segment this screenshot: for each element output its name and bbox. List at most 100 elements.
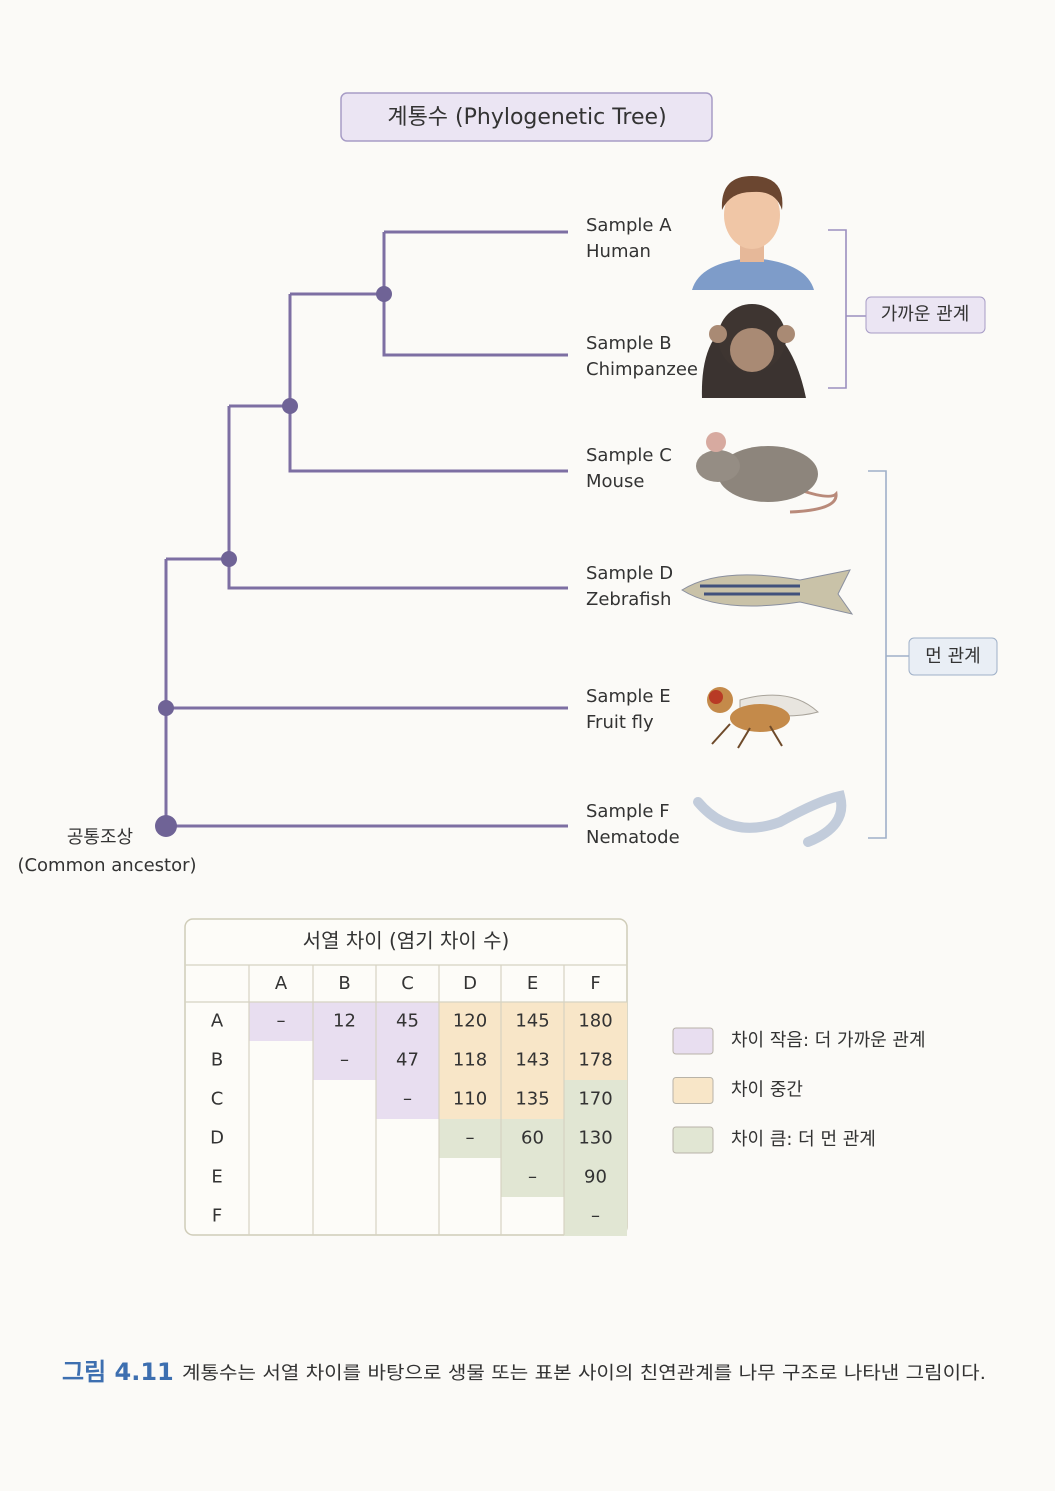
table-cell-bg (564, 1158, 627, 1197)
leaf-name: Nematode (586, 827, 680, 848)
table-cell-bg (313, 1002, 376, 1041)
column-header: A (275, 973, 288, 994)
close-bracket (828, 229, 866, 389)
tree (155, 230, 568, 837)
table-cell: – (528, 1167, 537, 1188)
legend-swatch (672, 1126, 714, 1154)
leaf-sample: Sample E (586, 686, 671, 707)
illustrations (681, 176, 854, 847)
table-cell-bg (501, 1002, 564, 1041)
table-cell: – (277, 1011, 286, 1032)
row-header: A (211, 1011, 224, 1032)
table-cell: 90 (584, 1167, 607, 1188)
leaf-name: Chimpanzee (586, 359, 698, 380)
table-cell-bg (501, 1119, 564, 1158)
tree-edges (164, 230, 568, 828)
table-cell: 60 (521, 1128, 544, 1149)
leaf-sample: Sample D (586, 563, 673, 584)
node (376, 286, 392, 302)
caption-label: 그림 4.11 (62, 1358, 174, 1386)
table-cell-bg (501, 1080, 564, 1119)
row-header: D (210, 1128, 224, 1149)
legend-swatch (672, 1077, 714, 1104)
table-cell-bg (564, 1119, 627, 1158)
table-cell-bg (439, 1041, 501, 1080)
group-label: 먼 관계 (925, 646, 980, 667)
table-cell-bg (501, 1041, 564, 1080)
legend-swatch (672, 1027, 714, 1055)
column-header: D (463, 973, 477, 994)
table-cell-bg (501, 1158, 564, 1197)
root-node (155, 815, 177, 837)
far-group-box (908, 637, 998, 676)
leaf-sample: Sample B (586, 333, 672, 354)
table-cell: 12 (333, 1011, 356, 1032)
column-header: C (401, 973, 414, 994)
legend-label: 차이 큼: 더 먼 관계 (731, 1129, 876, 1150)
close-group-box (865, 296, 986, 334)
table-cell: 180 (578, 1011, 612, 1032)
table-cell-bg (439, 1080, 501, 1119)
table-cell-bg (313, 1041, 376, 1080)
column-header: E (527, 973, 538, 994)
table-cell: 145 (515, 1011, 549, 1032)
table-cell: 120 (453, 1011, 487, 1032)
row-header: C (211, 1089, 224, 1110)
node (221, 551, 237, 567)
title-box (340, 92, 713, 142)
title: 계통수 (Phylogenetic Tree) (387, 105, 666, 130)
table-cell: – (340, 1050, 349, 1071)
table-cell: 47 (396, 1050, 419, 1071)
legend-label: 차이 중간 (731, 1080, 803, 1101)
leaf-sample: Sample F (586, 801, 670, 822)
table-cell: 130 (578, 1128, 612, 1149)
fruit-fly (707, 687, 819, 749)
table-cell: – (403, 1089, 412, 1110)
table-cell-bg (564, 1080, 627, 1119)
table-cell-bg (439, 1002, 501, 1041)
table-cell-bg (376, 1002, 439, 1041)
root-label: 공통조상 (67, 827, 133, 848)
table-cell-bg (376, 1080, 439, 1119)
human (692, 176, 814, 290)
leaf-name: Human (586, 241, 651, 262)
far-bracket (868, 470, 909, 839)
table-cell: 110 (453, 1089, 487, 1110)
table-cell: 135 (515, 1089, 549, 1110)
leaf-name: Fruit fly (586, 712, 654, 733)
table-cell-bg (376, 1041, 439, 1080)
table-cell-bg (439, 1119, 501, 1158)
row-header: E (211, 1167, 222, 1188)
table-cell-bg (564, 1002, 627, 1041)
nematode (693, 790, 847, 847)
row-header: F (212, 1206, 222, 1227)
table-cell: 118 (453, 1050, 487, 1071)
leaf-sample: Sample C (586, 445, 672, 466)
chimpanzee (701, 304, 806, 398)
table-cell-bg (564, 1197, 627, 1236)
mouse (696, 432, 838, 514)
table-cell: – (591, 1206, 600, 1227)
group-label: 가까운 관계 (881, 304, 970, 325)
leaf-name: Mouse (586, 471, 644, 492)
leaf-name: Zebrafish (586, 589, 671, 610)
zebrafish (681, 569, 854, 615)
root-sublabel: (Common ancestor) (17, 855, 196, 876)
node (282, 398, 298, 414)
table-cell-bg (249, 1002, 313, 1041)
table-cell: – (466, 1128, 475, 1149)
column-header: F (590, 973, 600, 994)
table-cell: 170 (578, 1089, 612, 1110)
table-cell-bg (564, 1041, 627, 1080)
table-title: 서열 차이 (염기 차이 수) (303, 929, 510, 953)
table-cell: 143 (515, 1050, 549, 1071)
node (158, 700, 174, 716)
table-cell: 178 (578, 1050, 612, 1071)
legend-label: 차이 작음: 더 가까운 관계 (731, 1030, 926, 1051)
column-header: B (338, 973, 350, 994)
table-cell: 45 (396, 1011, 419, 1032)
leaf-sample: Sample A (586, 215, 672, 236)
row-header: B (211, 1050, 223, 1071)
